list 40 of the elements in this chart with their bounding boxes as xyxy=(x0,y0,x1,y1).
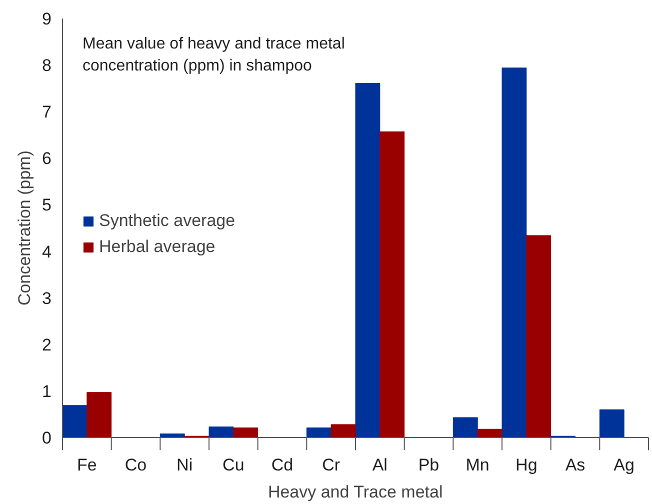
x-tick-label: Fe xyxy=(76,456,97,474)
bar xyxy=(330,424,356,438)
y-tick-label: 2 xyxy=(42,335,52,354)
bar xyxy=(62,405,88,438)
x-tick-label: Cd xyxy=(271,456,294,474)
x-tick-label: Mn xyxy=(466,456,490,474)
y-tick-label: 6 xyxy=(42,149,52,168)
x-tick-label: As xyxy=(565,456,586,474)
x-axis-title: Heavy and Trace metal xyxy=(268,482,443,502)
y-tick-label: 4 xyxy=(42,242,52,262)
x-tick-label: Al xyxy=(372,456,388,474)
x-tick-label: Ag xyxy=(614,456,634,474)
x-tick-label: Pb xyxy=(418,456,440,474)
bar xyxy=(355,82,380,438)
bar xyxy=(380,131,405,438)
text: Mean value of heavy and trace metal concentration (ppm) in shampoo xyxy=(82,36,345,74)
legend-label: Herbal average xyxy=(99,237,216,257)
bar xyxy=(502,68,527,438)
y-tick-label: 1 xyxy=(42,382,52,401)
x-tick-label: Hg xyxy=(516,456,538,474)
y-tick-label: 9 xyxy=(42,10,52,28)
bar xyxy=(526,235,552,438)
bar xyxy=(477,428,502,438)
bar xyxy=(86,392,112,438)
bar xyxy=(599,409,624,438)
x-tick-label: Cu xyxy=(222,456,244,474)
y-tick-label: 7 xyxy=(42,102,52,122)
bar xyxy=(452,417,478,438)
y-tick-label: 0 xyxy=(42,428,52,448)
y-tick-label: 8 xyxy=(42,56,52,76)
x-tick-label: Cr xyxy=(322,456,340,474)
bar xyxy=(306,427,332,438)
y-tick-label: 5 xyxy=(42,196,52,215)
y-axis-title: Concentration (ppm) xyxy=(15,150,34,306)
x-tick-label: Co xyxy=(124,456,147,474)
x-tick-label: Ni xyxy=(176,456,193,474)
bar xyxy=(208,426,234,438)
legend-label: Synthetic average xyxy=(99,211,236,231)
y-tick-label: 3 xyxy=(42,288,52,308)
bar xyxy=(233,427,258,438)
